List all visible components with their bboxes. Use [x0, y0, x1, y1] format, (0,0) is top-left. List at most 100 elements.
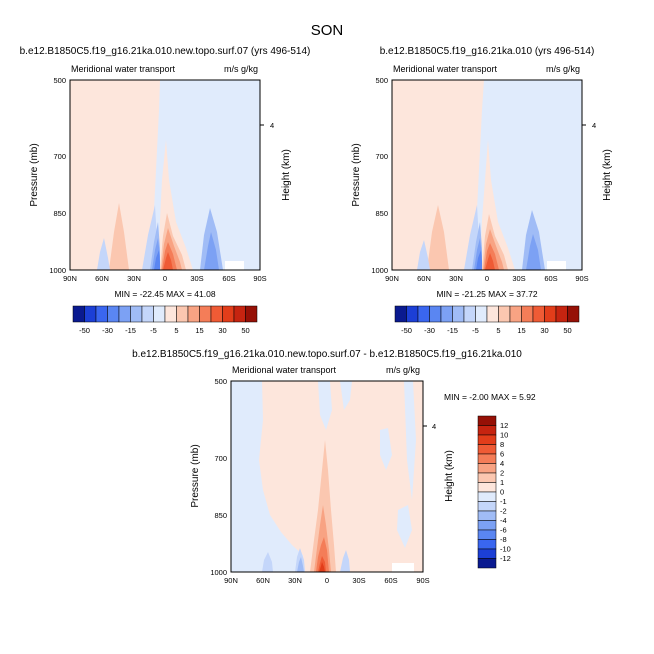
- colorbar-cell: [477, 482, 497, 493]
- colorbar-label: 15: [517, 326, 525, 335]
- colorbar-cell: [429, 305, 442, 323]
- panel-diff: b.e12.B1850C5.f19_g16.21ka.010.new.topo.…: [132, 349, 536, 585]
- y-tick-label: 500: [53, 76, 66, 85]
- field-neg-strip-2: [340, 381, 352, 410]
- colorbar-cell: [477, 510, 497, 521]
- colorbar-label: 30: [540, 326, 548, 335]
- colorbar-label: -2: [500, 507, 507, 516]
- colorbar-cell: [477, 415, 497, 426]
- colorbar-label: -30: [102, 326, 113, 335]
- colorbar-cell: [245, 305, 258, 323]
- colorbar-cell: [164, 305, 177, 323]
- panel-right: b.e12.B1850C5.f19_g16.21ka.010 (yrs 496-…: [351, 46, 613, 335]
- panel-diff-right-label: m/s g/kg: [386, 365, 420, 375]
- panel-left: b.e12.B1850C5.f19_g16.21ka.010.new.topo.…: [20, 46, 311, 335]
- y-tick-label: 1000: [371, 266, 388, 275]
- colorbar-cell: [477, 434, 497, 445]
- panel-diff-title: b.e12.B1850C5.f19_g16.21ka.010.new.topo.…: [132, 349, 522, 360]
- colorbar-cell: [477, 501, 497, 512]
- field-neg-bump-3: [154, 250, 160, 270]
- y2-tick-label: 4: [432, 422, 436, 431]
- x-tick-label: 90S: [416, 576, 429, 585]
- x-tick-label: 30N: [449, 274, 463, 283]
- colorbar-cell: [477, 539, 497, 550]
- field-topo-mask: [225, 261, 244, 270]
- y-axis-label: Pressure (mb): [351, 143, 362, 206]
- x-tick-label: 60N: [417, 274, 431, 283]
- x-tick-label: 60S: [222, 274, 235, 283]
- y-tick-label: 700: [214, 454, 227, 463]
- panel-right-y2-axis: 4 Height (km): [582, 121, 613, 201]
- y2-tick-label: 4: [270, 121, 274, 130]
- colorbar-label: 50: [241, 326, 249, 335]
- panel-left-y-axis: 500 700 850 1000 Pressure (mb): [29, 76, 66, 275]
- y2-tick-label: 4: [592, 121, 596, 130]
- colorbar-label: 50: [563, 326, 571, 335]
- colorbar-cell: [130, 305, 143, 323]
- colorbar-label: 30: [218, 326, 226, 335]
- x-tick-label: 30S: [190, 274, 203, 283]
- y-tick-label: 850: [53, 209, 66, 218]
- panel-diff-frame: [230, 380, 424, 573]
- x-tick-label: 0: [163, 274, 167, 283]
- field-pos-core-4: [163, 252, 173, 270]
- colorbar-label: 12: [500, 421, 508, 430]
- colorbar-cell: [477, 444, 497, 455]
- colorbar-cell: [477, 425, 497, 436]
- colorbar-cell: [477, 520, 497, 531]
- colorbar-label: 1: [500, 478, 504, 487]
- colorbar-label: 4: [500, 459, 504, 468]
- y-tick-label: 850: [214, 511, 227, 520]
- y2-axis-label: Height (km): [281, 149, 292, 201]
- field-pos-nh-bump: [109, 203, 129, 270]
- panel-right-title: b.e12.B1850C5.f19_g16.21ka.010 (yrs 496-…: [380, 46, 595, 57]
- x-tick-label: 30N: [288, 576, 302, 585]
- colorbar-cell: [532, 305, 545, 323]
- panel-diff-left-label: Meridional water transport: [232, 365, 337, 375]
- field-topo-mask: [392, 563, 414, 572]
- x-tick-label: 90S: [575, 274, 588, 283]
- x-tick-label: 90S: [253, 274, 266, 283]
- panel-left-frame: [69, 79, 261, 271]
- colorbar-cell: [498, 305, 511, 323]
- panel-diff-stats: MIN = -2.00 MAX = 5.92: [444, 392, 536, 402]
- colorbar-cell: [555, 305, 568, 323]
- colorbar-label: -10: [500, 545, 511, 554]
- panel-diff-field: [230, 380, 424, 573]
- field-neg-bump-3: [476, 250, 482, 270]
- colorbar-label: -8: [500, 535, 507, 544]
- colorbar-cell: [486, 305, 499, 323]
- x-tick-label: 60S: [384, 576, 397, 585]
- field-neg-nh-bump: [417, 240, 430, 270]
- field-neg-sh-2: [526, 234, 541, 270]
- colorbar-label: 10: [500, 431, 508, 440]
- field-neg-sh-2: [204, 232, 219, 270]
- panel-right-left-label: Meridional water transport: [393, 64, 498, 74]
- colorbar-cell: [477, 529, 497, 540]
- x-tick-label: 60S: [544, 274, 557, 283]
- colorbar-cell: [477, 548, 497, 559]
- panel-left-y2-axis: 4 Height (km): [260, 121, 292, 201]
- field-neg-base-4: [340, 550, 350, 572]
- colorbar-cell: [477, 453, 497, 464]
- colorbar-label: 5: [174, 326, 178, 335]
- y2-axis-label: Height (km): [602, 149, 613, 201]
- y-axis-label: Pressure (mb): [29, 143, 40, 206]
- colorbar-label: 2: [500, 469, 504, 478]
- field-neg-base-1: [262, 552, 273, 572]
- panel-right-frame: [391, 79, 583, 271]
- colorbar-cell: [521, 305, 534, 323]
- colorbar-label: -6: [500, 526, 507, 535]
- panel-left-title: b.e12.B1850C5.f19_g16.21ka.010.new.topo.…: [20, 46, 311, 57]
- panel-left-field: [69, 79, 261, 271]
- colorbar-cell: [153, 305, 166, 323]
- y2-axis-label: Height (km): [444, 450, 455, 502]
- x-tick-label: 30S: [512, 274, 525, 283]
- colorbar-label: -50: [79, 326, 90, 335]
- colorbar-cell: [440, 305, 453, 323]
- colorbar-cell: [509, 305, 522, 323]
- colorbar-label: -12: [500, 554, 511, 563]
- colorbar-label: 8: [500, 440, 504, 449]
- x-tick-label: 0: [325, 576, 329, 585]
- panel-right-right-label: m/s g/kg: [546, 64, 580, 74]
